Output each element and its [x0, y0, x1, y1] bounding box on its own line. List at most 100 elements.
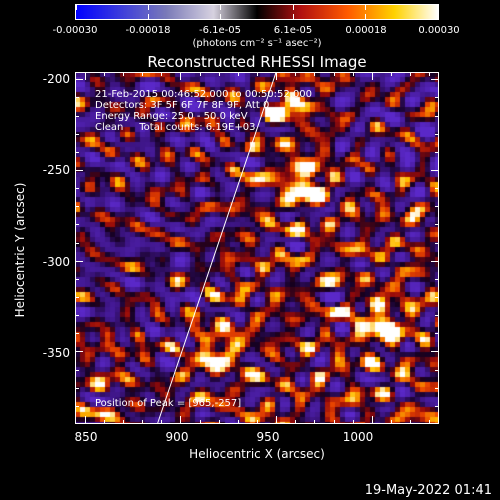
- y-minor-tick: [75, 387, 79, 389]
- x-major-tick: [180, 72, 182, 80]
- y-minor-tick: [435, 151, 439, 153]
- colorbar-gradient: [76, 5, 438, 19]
- x-tick-label-850: 850: [74, 430, 98, 444]
- y-minor-tick: [75, 115, 79, 117]
- heatmap-image: [75, 72, 439, 424]
- y-major-tick: [431, 169, 439, 171]
- colorbar-label-0: -0.00030: [52, 25, 98, 36]
- colorbar-label-4: 0.00018: [345, 25, 387, 36]
- y-minor-tick: [435, 315, 439, 317]
- y-minor-tick: [75, 296, 79, 298]
- info-method: Clean Total counts: 6.19E+03: [95, 122, 256, 133]
- x-minor-tick: [314, 420, 316, 424]
- y-minor-tick: [435, 224, 439, 226]
- plot-title: Reconstructed RHESSI Image: [147, 53, 367, 71]
- colorbar: [75, 4, 439, 20]
- colorbar-label-3: 6.1e-05: [273, 25, 313, 36]
- x-minor-tick: [352, 420, 354, 424]
- x-minor-tick: [391, 420, 393, 424]
- y-tick-label-300: -300: [42, 255, 70, 269]
- x-minor-tick: [161, 420, 163, 424]
- x-major-tick: [180, 416, 182, 424]
- x-major-tick: [276, 72, 278, 80]
- x-minor-tick: [391, 72, 393, 76]
- x-minor-tick: [257, 72, 258, 76]
- x-minor-tick: [103, 420, 105, 424]
- x-minor-tick: [142, 420, 144, 424]
- y-minor-tick: [435, 278, 439, 280]
- x-major-tick: [371, 416, 373, 424]
- x-minor-tick: [218, 420, 220, 424]
- render-timestamp: 19-May-2022 01:41: [364, 483, 492, 498]
- solar-limb-line: [156, 72, 277, 424]
- x-minor-tick: [410, 72, 412, 76]
- y-minor-tick: [435, 333, 439, 335]
- y-minor-tick: [435, 242, 439, 244]
- x-axis-title: Heliocentric X (arcsec): [189, 447, 325, 461]
- y-minor-tick: [75, 369, 79, 371]
- info-energy-range: Energy Range: 25.0 - 50.0 keV: [95, 111, 248, 122]
- y-minor-tick: [435, 115, 439, 117]
- x-minor-tick: [257, 420, 258, 424]
- info-detectors: Detectors: 3F 5F 6F 7F 8F 9F, Att 0: [95, 100, 270, 111]
- x-tick-label-950: 950: [256, 430, 280, 444]
- colorbar-units: (photons cm⁻² s⁻¹ asec⁻²): [192, 38, 322, 49]
- y-major-tick: [431, 79, 439, 81]
- y-major-tick: [75, 260, 83, 262]
- y-minor-tick: [75, 315, 79, 317]
- y-tick-label-200: -200: [42, 72, 70, 86]
- x-minor-tick: [237, 420, 239, 424]
- y-tick-label-250: -250: [42, 163, 70, 177]
- x-minor-tick: [295, 72, 297, 76]
- y-major-tick: [431, 351, 439, 353]
- x-major-tick: [84, 72, 86, 80]
- y-minor-tick: [75, 133, 79, 135]
- x-tick-label-1000: 1000: [342, 430, 374, 444]
- x-minor-tick: [295, 420, 297, 424]
- x-major-tick: [84, 416, 86, 424]
- x-minor-tick: [142, 72, 144, 76]
- limb-overlay: [156, 72, 277, 424]
- x-minor-tick: [352, 72, 354, 76]
- x-minor-tick: [199, 420, 201, 424]
- y-major-tick: [75, 169, 83, 171]
- plot-area: 21-Feb-2015 00:46:52.000 to 00:50:52.000…: [75, 72, 439, 424]
- colorbar-label-1: -0.00018: [125, 25, 171, 36]
- y-minor-tick: [75, 188, 79, 190]
- x-minor-tick: [122, 420, 124, 424]
- y-minor-tick: [75, 405, 79, 407]
- x-minor-tick: [429, 72, 431, 76]
- peak-position-label: Position of Peak = [965,-257]: [95, 398, 242, 409]
- colorbar-label-2: -6.1e-05: [199, 25, 241, 36]
- y-minor-tick: [75, 242, 79, 244]
- x-minor-tick: [103, 72, 105, 76]
- y-axis-title: Heliocentric Y (arcsec): [13, 182, 27, 318]
- x-minor-tick: [314, 72, 316, 76]
- y-minor-tick: [75, 151, 79, 153]
- x-major-tick: [276, 416, 278, 424]
- y-minor-tick: [435, 206, 439, 208]
- y-minor-tick: [435, 296, 439, 298]
- y-minor-tick: [75, 278, 79, 280]
- y-major-tick: [431, 260, 439, 262]
- y-minor-tick: [75, 206, 79, 208]
- x-minor-tick: [333, 420, 335, 424]
- y-minor-tick: [435, 387, 439, 389]
- x-minor-tick: [161, 72, 163, 76]
- x-minor-tick: [429, 420, 431, 424]
- x-minor-tick: [237, 72, 239, 76]
- y-minor-tick: [75, 333, 79, 335]
- y-minor-tick: [435, 97, 439, 99]
- info-time-range: 21-Feb-2015 00:46:52.000 to 00:50:52.000: [95, 89, 313, 100]
- y-major-tick: [75, 79, 83, 81]
- x-tick-label-900: 900: [165, 430, 189, 444]
- x-minor-tick: [410, 420, 412, 424]
- y-minor-tick: [435, 369, 439, 371]
- x-minor-tick: [199, 72, 201, 76]
- y-minor-tick: [435, 188, 439, 190]
- x-minor-tick: [218, 72, 220, 76]
- y-minor-tick: [75, 97, 79, 99]
- x-minor-tick: [122, 72, 124, 76]
- y-major-tick: [75, 351, 83, 353]
- x-major-tick: [371, 72, 373, 80]
